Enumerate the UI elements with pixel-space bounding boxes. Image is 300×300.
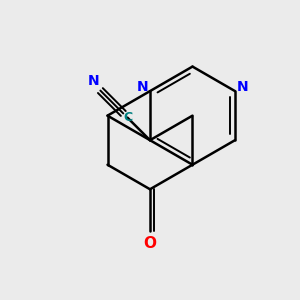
Text: C: C [123,111,132,124]
Text: N: N [136,80,148,94]
Text: N: N [88,74,100,88]
Text: N: N [237,80,248,94]
Text: O: O [143,236,157,251]
